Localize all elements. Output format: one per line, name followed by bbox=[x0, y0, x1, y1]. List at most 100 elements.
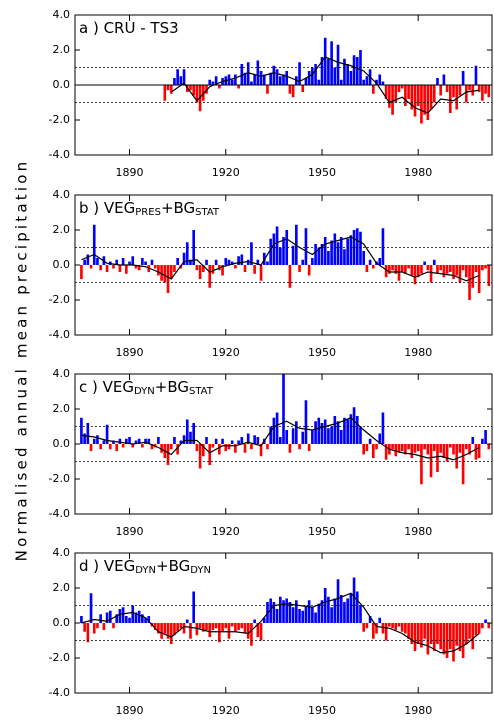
bar bbox=[266, 444, 269, 450]
bar bbox=[327, 428, 330, 444]
bar bbox=[420, 623, 423, 648]
bar bbox=[160, 444, 163, 453]
bar bbox=[288, 265, 292, 288]
bar bbox=[436, 444, 439, 472]
bar bbox=[349, 235, 353, 265]
bar bbox=[378, 258, 382, 265]
bar bbox=[262, 617, 266, 623]
bar bbox=[221, 438, 224, 444]
bar bbox=[327, 251, 330, 265]
bar bbox=[388, 623, 391, 627]
bar bbox=[214, 438, 218, 444]
bar bbox=[285, 71, 289, 85]
bar bbox=[333, 233, 337, 265]
bar bbox=[330, 426, 333, 444]
bar bbox=[112, 623, 115, 629]
bar bbox=[243, 623, 247, 634]
bar bbox=[317, 603, 321, 623]
bar bbox=[176, 444, 179, 455]
y-tick-label: 4.0 bbox=[53, 8, 71, 21]
bar bbox=[445, 444, 449, 462]
bar bbox=[272, 417, 276, 444]
x-tick-label: 1950 bbox=[308, 346, 336, 359]
bar bbox=[365, 265, 369, 272]
bar bbox=[355, 57, 359, 85]
bar bbox=[227, 259, 231, 265]
bar bbox=[452, 444, 455, 455]
bar bbox=[452, 623, 455, 662]
bar bbox=[83, 623, 86, 632]
bar bbox=[115, 444, 119, 451]
bar bbox=[112, 440, 115, 444]
bar bbox=[173, 78, 176, 85]
bar bbox=[394, 265, 398, 274]
bar bbox=[115, 259, 119, 265]
bar bbox=[195, 265, 199, 271]
bar bbox=[285, 430, 289, 444]
bar bbox=[420, 265, 423, 274]
bar bbox=[185, 242, 189, 265]
bar bbox=[243, 265, 247, 272]
bar bbox=[404, 623, 407, 634]
bar bbox=[407, 444, 410, 450]
bar bbox=[166, 444, 170, 465]
bar bbox=[432, 444, 436, 451]
bar bbox=[141, 614, 144, 623]
bar bbox=[349, 414, 353, 444]
bar bbox=[189, 85, 192, 91]
bar bbox=[468, 444, 471, 455]
bar bbox=[455, 85, 459, 110]
bar bbox=[92, 224, 96, 265]
bar bbox=[176, 623, 179, 632]
bar bbox=[144, 438, 147, 444]
bar bbox=[137, 438, 141, 444]
bar bbox=[108, 444, 112, 450]
bar bbox=[320, 57, 324, 85]
bar bbox=[384, 444, 388, 460]
bar bbox=[362, 623, 366, 632]
bar bbox=[439, 85, 442, 96]
bar bbox=[372, 265, 375, 269]
bar bbox=[96, 623, 99, 629]
bar bbox=[291, 85, 295, 98]
bar bbox=[153, 623, 157, 630]
bar bbox=[282, 74, 285, 85]
bar bbox=[323, 419, 327, 444]
bar bbox=[173, 265, 176, 272]
bar bbox=[192, 230, 195, 265]
bar bbox=[452, 265, 455, 279]
bar bbox=[157, 265, 160, 276]
bar bbox=[125, 616, 128, 623]
panel-title-part: c ) VEG bbox=[79, 378, 134, 396]
bar bbox=[397, 85, 401, 92]
bar bbox=[163, 623, 167, 634]
bar bbox=[105, 612, 109, 623]
x-tick-label: 1950 bbox=[308, 525, 336, 538]
bar bbox=[455, 265, 459, 276]
panel-title-part: DYN bbox=[190, 565, 211, 576]
bar bbox=[131, 605, 135, 623]
panel-title: c ) VEGDYN+BGSTAT bbox=[79, 378, 214, 398]
bar bbox=[182, 435, 186, 444]
bar bbox=[413, 265, 417, 285]
bar bbox=[384, 85, 388, 99]
bar bbox=[304, 228, 308, 265]
bar bbox=[439, 265, 442, 271]
bar bbox=[426, 623, 430, 655]
bar bbox=[442, 623, 446, 655]
bar bbox=[388, 265, 391, 274]
bar bbox=[474, 65, 478, 85]
bar bbox=[230, 623, 234, 627]
bar bbox=[468, 265, 471, 300]
bar bbox=[121, 607, 125, 623]
bar bbox=[429, 623, 433, 644]
bar bbox=[487, 265, 491, 286]
bar bbox=[327, 596, 330, 623]
bar bbox=[80, 265, 83, 279]
bar bbox=[179, 623, 183, 629]
bar bbox=[375, 623, 378, 634]
bar bbox=[416, 623, 420, 644]
bar bbox=[234, 623, 237, 632]
bar bbox=[432, 623, 436, 651]
